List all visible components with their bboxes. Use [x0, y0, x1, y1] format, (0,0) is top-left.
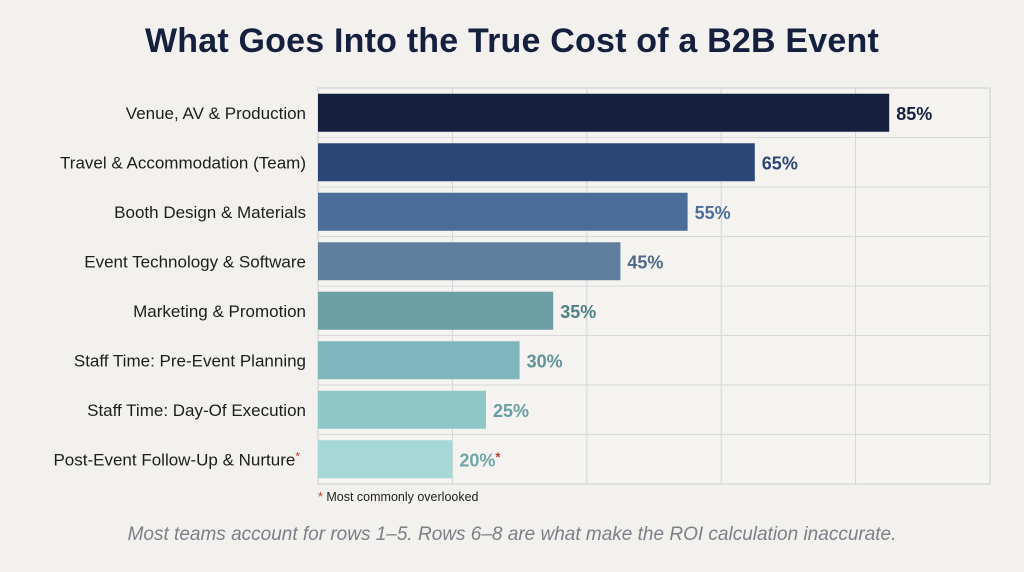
- category-label: Marketing & Promotion: [133, 302, 306, 321]
- flag-marker: *: [295, 449, 300, 463]
- category-label: Staff Time: Day-Of Execution: [87, 401, 306, 420]
- category-label: Event Technology & Software: [84, 252, 306, 271]
- value-label: 30%: [527, 351, 563, 371]
- value-label: 85%: [896, 104, 932, 124]
- value-label: 25%: [493, 401, 529, 421]
- value-label: 35%: [560, 302, 596, 322]
- category-label: Staff Time: Pre-Event Planning: [74, 351, 306, 370]
- caption: Most teams account for rows 1–5. Rows 6–…: [127, 524, 897, 545]
- bar: [318, 93, 890, 132]
- value-label: 45%: [627, 252, 663, 272]
- bar: [318, 440, 453, 479]
- category-label: Post-Event Follow-Up & Nurture*: [53, 449, 300, 469]
- bar: [318, 143, 755, 182]
- bar: [318, 242, 621, 281]
- value-label: 20%*: [459, 449, 501, 470]
- category-label: Booth Design & Materials: [114, 203, 306, 222]
- bar: [318, 390, 486, 429]
- value-label: 55%: [695, 203, 731, 223]
- bar: [318, 341, 520, 380]
- category-label: Venue, AV & Production: [126, 104, 306, 123]
- bar: [318, 291, 554, 330]
- value-label: 65%: [762, 153, 798, 173]
- category-label: Travel & Accommodation (Team): [60, 153, 306, 172]
- chart-title: What Goes Into the True Cost of a B2B Ev…: [144, 22, 879, 60]
- flag-marker: *: [495, 449, 501, 464]
- footnote-marker: *: [318, 490, 323, 504]
- footnote: * Most commonly overlooked: [318, 490, 479, 504]
- bar: [318, 192, 688, 231]
- footnote-text: Most commonly overlooked: [326, 490, 479, 504]
